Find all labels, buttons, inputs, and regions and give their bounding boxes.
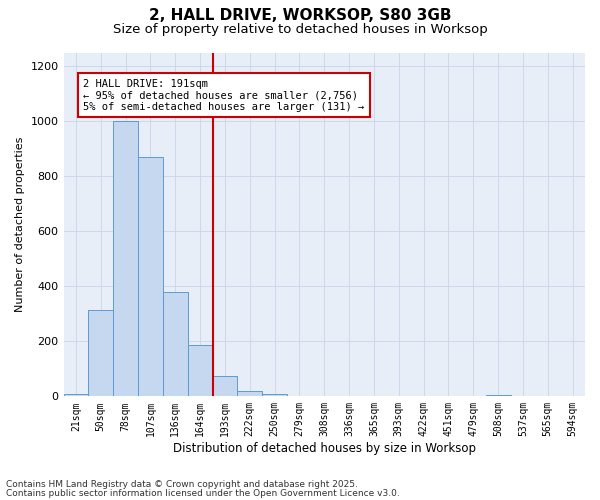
Text: Contains public sector information licensed under the Open Government Licence v3: Contains public sector information licen… [6,488,400,498]
X-axis label: Distribution of detached houses by size in Worksop: Distribution of detached houses by size … [173,442,476,455]
Text: 2 HALL DRIVE: 191sqm
← 95% of detached houses are smaller (2,756)
5% of semi-det: 2 HALL DRIVE: 191sqm ← 95% of detached h… [83,78,365,112]
Bar [113,122,138,396]
Bar [138,157,163,396]
Bar [163,292,188,397]
Text: 2, HALL DRIVE, WORKSOP, S80 3GB: 2, HALL DRIVE, WORKSOP, S80 3GB [149,8,451,22]
Bar [188,346,212,397]
Text: Size of property relative to detached houses in Worksop: Size of property relative to detached ho… [113,22,487,36]
Text: Contains HM Land Registry data © Crown copyright and database right 2025.: Contains HM Land Registry data © Crown c… [6,480,358,489]
Bar [485,395,511,396]
Bar [212,376,238,396]
Bar [64,394,88,396]
Bar [88,310,113,396]
Bar [238,391,262,396]
Bar [262,394,287,396]
Y-axis label: Number of detached properties: Number of detached properties [15,136,25,312]
